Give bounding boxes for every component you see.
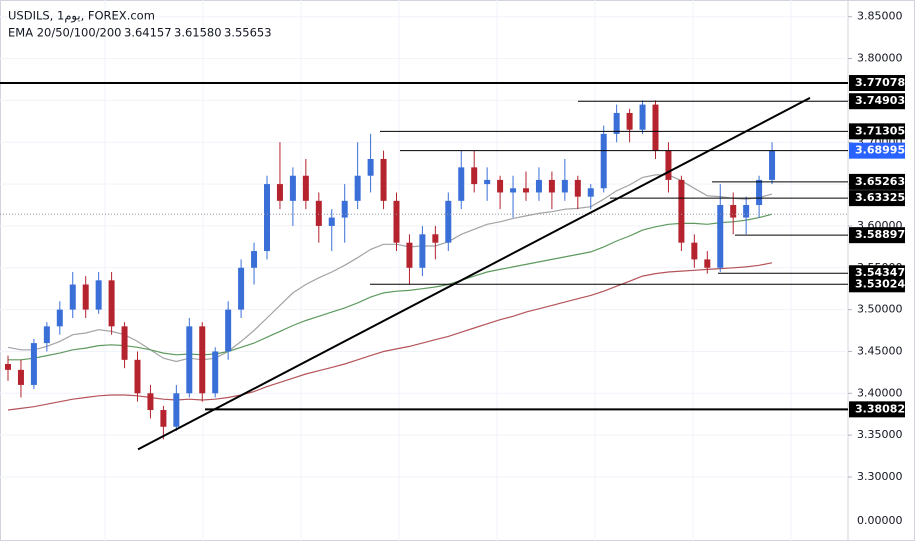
- price-label-box: [849, 401, 905, 418]
- candle-body: [367, 158, 374, 176]
- price-label-box: [849, 227, 905, 244]
- candle-body: [458, 167, 465, 201]
- ema-line: [7, 174, 773, 363]
- candle-body: [302, 175, 309, 201]
- candle-body: [691, 242, 698, 260]
- price-label-box: [849, 173, 905, 190]
- chart-title: USDILS, 1يوم, FOREX.com: [8, 9, 155, 24]
- trend-line: [137, 97, 811, 451]
- price-label: 3.65263: [855, 175, 905, 188]
- price-label-box: [849, 123, 905, 140]
- candle-body: [626, 112, 633, 130]
- candle-body: [276, 184, 283, 201]
- candle-body: [484, 179, 491, 185]
- legend-entry: 3.64157: [124, 26, 172, 40]
- ema-line: [8, 213, 773, 361]
- candle-body: [769, 150, 776, 180]
- candle-body: [678, 179, 685, 243]
- candle-body: [574, 179, 581, 197]
- y-tick-label: 3.35000: [857, 428, 903, 441]
- price-label: 3.68995: [855, 144, 905, 157]
- legend-entry: 3.61580: [174, 26, 222, 40]
- candle-body: [212, 351, 219, 394]
- candle-body: [147, 393, 154, 411]
- candle-body: [432, 234, 439, 243]
- y-tick-label: 3.80000: [857, 52, 903, 65]
- candle-body: [535, 179, 542, 193]
- candle-body: [587, 188, 594, 197]
- candle-body: [160, 410, 167, 427]
- price-label: 3.63325: [855, 191, 905, 204]
- candle-body: [704, 259, 711, 268]
- price-label-box: [849, 190, 905, 207]
- candle-body: [743, 205, 750, 218]
- candle-body: [639, 104, 646, 130]
- candle-body: [328, 217, 335, 226]
- candle-body: [30, 343, 37, 385]
- candle-body: [82, 284, 89, 310]
- candle-body: [497, 179, 504, 193]
- candle-body: [393, 200, 400, 243]
- candle-body: [652, 104, 659, 151]
- price-label-box: [849, 93, 905, 110]
- candle-body: [225, 309, 232, 352]
- price-label: 3.58897: [855, 228, 905, 241]
- candle-body: [665, 150, 672, 180]
- candle-body: [561, 179, 568, 193]
- candle-body: [730, 205, 737, 218]
- candle-body: [108, 280, 115, 327]
- candle-body: [380, 158, 387, 201]
- price-label-box: [849, 142, 905, 159]
- candle-body: [523, 188, 529, 193]
- price-label-box: [849, 276, 905, 293]
- candle-body: [199, 326, 206, 394]
- candle-body: [613, 112, 620, 134]
- candle-body: [17, 369, 24, 385]
- candle-body: [134, 359, 141, 394]
- y-tick-label: 3.45000: [857, 344, 903, 357]
- candle-body: [264, 184, 270, 252]
- price-label: 3.71305: [855, 124, 905, 137]
- candle-body: [717, 205, 724, 268]
- candle-body: [121, 326, 128, 360]
- price-label: 3.54347: [855, 266, 905, 279]
- price-label: 3.38082: [855, 402, 905, 415]
- candle-body: [510, 188, 517, 193]
- candle-body: [548, 179, 555, 193]
- y-axis-label: 0.00000: [857, 514, 903, 527]
- y-tick-label: 3.30000: [857, 470, 903, 483]
- candle-body: [56, 309, 63, 327]
- candle-body: [95, 280, 102, 310]
- candle-body: [5, 364, 11, 370]
- candle-body: [406, 242, 413, 268]
- candle-body: [600, 133, 607, 189]
- candle-body: [173, 393, 180, 427]
- candle-body: [69, 284, 76, 310]
- candle-body: [445, 200, 452, 243]
- price-label: 3.53024: [855, 277, 905, 290]
- candle-body: [186, 326, 193, 394]
- candle-body: [315, 200, 322, 226]
- candle-body: [354, 175, 361, 201]
- candle-body: [419, 234, 426, 268]
- indicator-name: EMA 20/50/100/200: [8, 26, 122, 40]
- y-tick-label: 3.40000: [857, 386, 903, 399]
- y-tick-label: 3.50000: [857, 303, 903, 316]
- candle-body: [289, 175, 296, 201]
- candle-body: [43, 326, 50, 344]
- candle-body: [756, 179, 763, 206]
- price-label: 3.74903: [855, 94, 905, 107]
- price-label: 3.77078: [855, 76, 905, 89]
- candle-body: [238, 267, 245, 310]
- candle-body: [471, 167, 478, 185]
- legend-entry: 3.55653: [224, 26, 272, 40]
- candle-body: [251, 251, 258, 268]
- ema-line: [7, 262, 773, 411]
- price-label-box: [849, 75, 905, 92]
- candle-body: [341, 200, 348, 218]
- y-tick-label: 3.85000: [857, 10, 903, 23]
